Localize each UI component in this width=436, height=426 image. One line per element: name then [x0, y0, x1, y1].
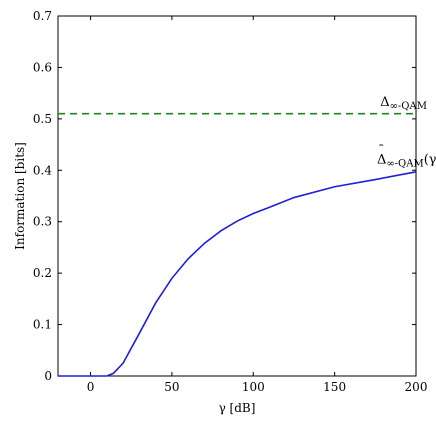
plot-area	[57, 15, 417, 377]
y-tick-label: 0.4	[33, 163, 52, 177]
x-axis-label: γ [dB]	[219, 401, 256, 415]
x-tick-label: 150	[323, 380, 346, 394]
series-line-solid	[58, 171, 417, 377]
y-tick-label: 0.7	[33, 9, 52, 23]
annotation-label: Δ∞-QAM(γ)	[377, 153, 436, 170]
y-tick-label: 0	[44, 369, 52, 383]
y-axis-label: Information [bits]	[13, 142, 27, 250]
x-axis-ticks: 0 50 100 150 200	[87, 16, 428, 394]
annotation-accent: ¯	[378, 144, 385, 159]
y-tick-label: 0.1	[33, 318, 52, 332]
series-layer	[58, 112, 417, 377]
x-tick-label: 50	[164, 380, 179, 394]
annotation-label: Δ∞-QAM	[380, 95, 427, 112]
x-tick-label: 0	[87, 380, 95, 394]
y-tick-label: 0.2	[33, 266, 52, 280]
x-tick-label: 200	[405, 380, 428, 394]
x-tick-label: 100	[242, 380, 265, 394]
y-tick-label: 0.3	[33, 215, 52, 229]
y-axis-ticks: 0 0.1 0.2 0.3 0.4 0.5 0.6 0.7	[33, 9, 416, 383]
y-tick-label: 0.5	[33, 112, 52, 126]
annotations-layer: Δ∞-QAM Δ∞-QAM(γ)¯	[377, 95, 436, 170]
y-tick-label: 0.6	[33, 60, 52, 74]
